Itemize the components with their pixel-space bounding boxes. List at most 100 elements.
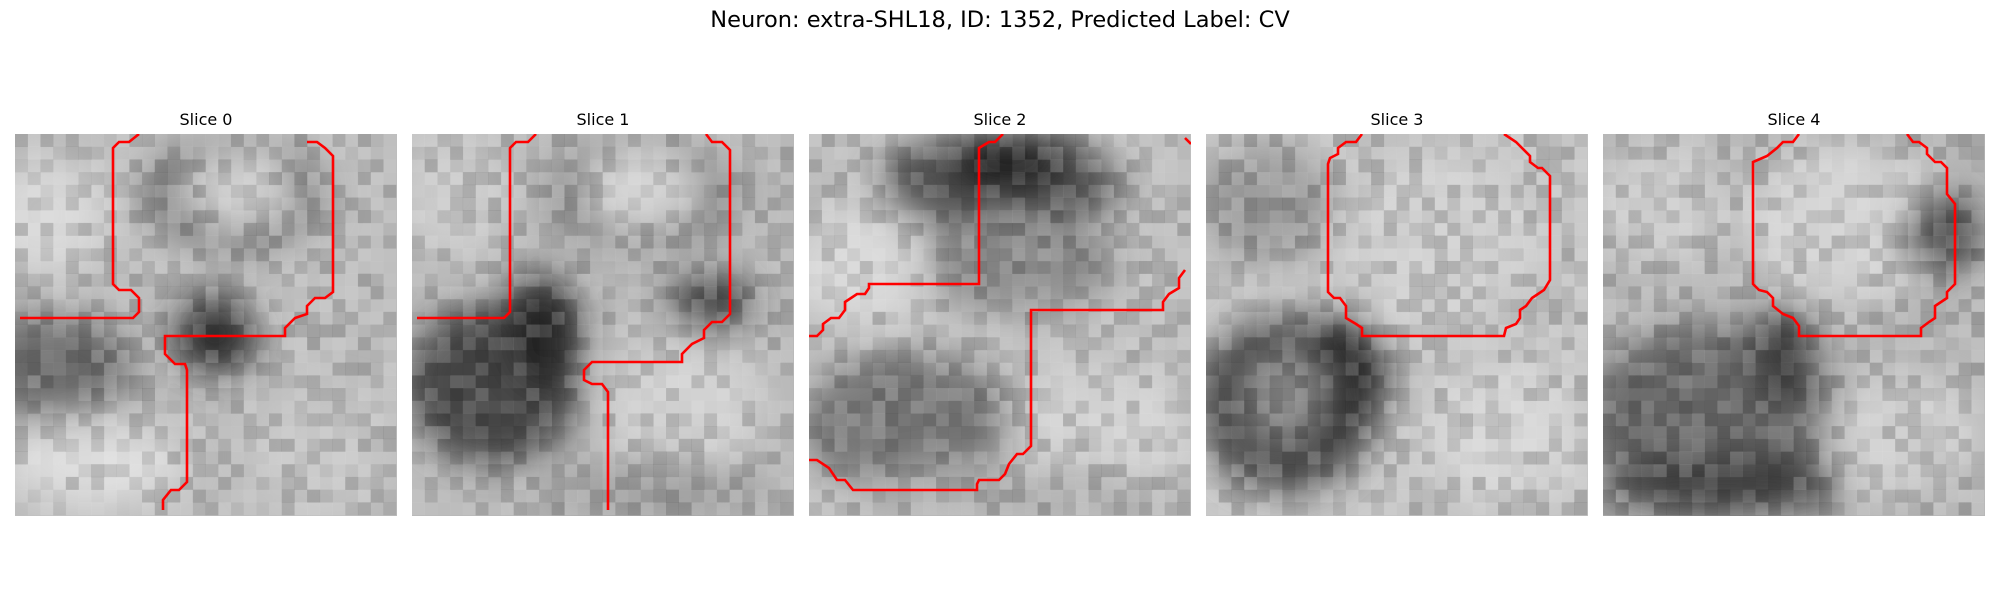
pixel-cell: [1218, 413, 1232, 427]
pixel-cell: [513, 299, 527, 313]
pixel-cell: [294, 464, 308, 478]
pixel-cell: [1628, 134, 1642, 147]
pixel-cell: [1333, 502, 1346, 516]
pixel-cell: [1831, 146, 1845, 160]
pixel-cell: [1844, 413, 1858, 427]
pixel-cell: [1755, 324, 1769, 338]
pixel-cell: [590, 236, 603, 249]
pixel-cell: [603, 274, 616, 287]
pixel-cell: [501, 210, 514, 223]
pixel-cell: [1358, 337, 1372, 351]
pixel-cell: [1244, 324, 1258, 338]
pixel-cell: [589, 134, 603, 147]
pixel-cell: [577, 261, 591, 274]
pixel-cell: [872, 248, 886, 262]
pixel-cell: [1308, 426, 1321, 439]
pixel-cell: [1574, 362, 1588, 376]
pixel-cell: [936, 198, 949, 211]
pixel-cell: [1472, 400, 1486, 414]
pixel-cell: [345, 375, 358, 388]
pixel-cell: [1139, 210, 1153, 224]
pixel-cell: [1421, 349, 1435, 363]
pixel-cell: [1063, 312, 1076, 325]
pixel-cell: [155, 185, 168, 198]
pixel-cell: [847, 235, 861, 249]
pixel-cell: [1409, 210, 1422, 223]
pixel-cell: [142, 261, 155, 274]
pixel-cell: [1294, 286, 1308, 300]
pixel-cell: [1857, 273, 1870, 287]
pixel-cell: [1907, 324, 1921, 338]
pixel-cell: [1844, 476, 1858, 490]
pixel-cell: [897, 299, 911, 313]
pixel-cell: [1730, 311, 1743, 325]
pixel-cell: [1473, 350, 1486, 363]
pixel-cell: [1510, 261, 1524, 274]
pixel-cell: [1024, 146, 1038, 160]
pixel-cell: [218, 172, 232, 186]
pixel-cell: [27, 172, 41, 186]
pixel-cell: [1920, 451, 1934, 465]
pixel-cell: [142, 311, 155, 325]
pixel-cell: [1219, 312, 1232, 325]
pixel-cell: [1371, 337, 1385, 351]
pixel-cell: [1666, 311, 1680, 325]
pixel-cell: [986, 184, 1000, 198]
pixel-cell: [602, 172, 616, 186]
pixel-cell: [961, 362, 975, 376]
pixel-cell: [1218, 451, 1232, 465]
pixel-cell: [1691, 299, 1705, 313]
pixel-cell: [513, 400, 527, 414]
pixel-cell: [1561, 502, 1575, 516]
pixel-cell: [809, 438, 822, 452]
pixel-cell: [1037, 375, 1051, 389]
pixel-cell: [53, 134, 66, 147]
pixel-cell: [1704, 400, 1718, 414]
pixel-cell: [1907, 476, 1921, 490]
pixel-cell: [729, 464, 743, 478]
pixel-cell: [103, 502, 117, 516]
pixel-cell: [1536, 222, 1550, 236]
pixel-cell: [1434, 273, 1448, 287]
pixel-cell: [129, 299, 143, 313]
pixel-cell: [754, 438, 768, 452]
pixel-cell: [129, 439, 142, 452]
pixel-cell: [691, 147, 704, 160]
pixel-cell: [513, 438, 527, 452]
pixel-cell: [666, 222, 679, 236]
pixel-cell: [231, 375, 244, 388]
pixel-cell: [821, 502, 835, 516]
pixel-cell: [1895, 172, 1908, 185]
pixel-cell: [370, 464, 384, 478]
pixel-cell: [475, 134, 489, 147]
pixel-cell: [1844, 362, 1858, 376]
pixel-cell: [986, 362, 1000, 376]
pixel-cell: [1615, 184, 1629, 198]
pixel-cell: [332, 324, 346, 338]
pixel-cell: [1383, 299, 1397, 313]
pixel-cell: [1447, 299, 1461, 313]
pixel-cell: [1113, 438, 1127, 452]
pixel-cell: [821, 400, 835, 414]
pixel-cell: [986, 311, 1000, 325]
pixel-cell: [704, 222, 718, 236]
pixel-cell: [640, 134, 654, 147]
pixel-cell: [1244, 172, 1258, 186]
pixel-cell: [1628, 476, 1642, 490]
pixel-cell: [1641, 490, 1654, 503]
pixel-cell: [1730, 337, 1743, 350]
pixel-cell: [370, 426, 384, 440]
pixel-cell: [1666, 184, 1680, 198]
pixel-cell: [332, 261, 346, 274]
pixel-cell: [1958, 451, 1972, 465]
pixel-cell: [767, 426, 781, 440]
pixel-cell: [500, 375, 514, 389]
pixel-cell: [383, 248, 397, 262]
pixel-cell: [1615, 311, 1629, 325]
pixel-cell: [1396, 388, 1410, 401]
pixel-cell: [1088, 222, 1102, 236]
pixel-cell: [1498, 337, 1512, 351]
pixel-cell: [424, 362, 438, 376]
pixel-cell: [1269, 311, 1283, 325]
pixel-cell: [1076, 375, 1089, 388]
